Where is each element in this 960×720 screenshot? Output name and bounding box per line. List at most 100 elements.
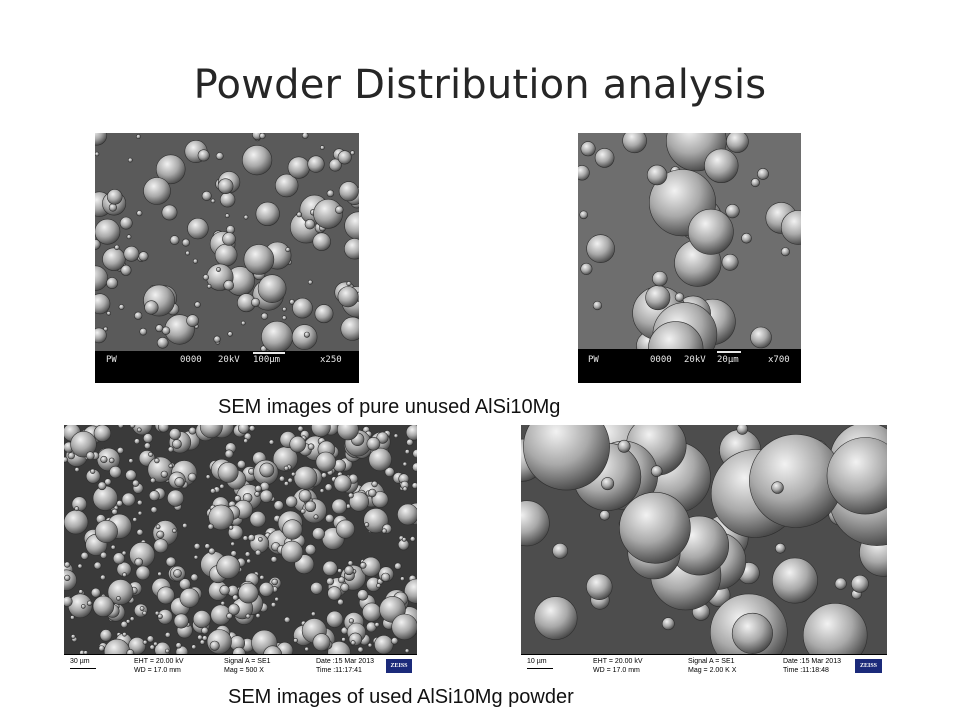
powder-particle (287, 156, 310, 179)
powder-particle (310, 611, 316, 617)
powder-particle (181, 238, 190, 247)
sem-mag-label: x700 (768, 355, 790, 365)
powder-particle (750, 326, 772, 349)
powder-particle (346, 281, 352, 287)
powder-particle (592, 300, 602, 311)
powder-particle (268, 439, 275, 445)
powder-particle (227, 603, 240, 616)
powder-particle (217, 462, 239, 483)
powder-particle (187, 472, 197, 482)
zeiss-logo: ZEISS (386, 659, 412, 673)
powder-particle (179, 587, 200, 608)
powder-particle (357, 646, 364, 653)
powder-particle (293, 465, 318, 490)
powder-particle (224, 449, 234, 459)
powder-particle (164, 631, 171, 638)
powder-particle (721, 253, 739, 271)
powder-particle (111, 508, 118, 516)
sem-mag-label: x250 (320, 355, 342, 365)
sem-pw-label: PW (106, 355, 117, 365)
powder-particle (136, 210, 143, 217)
powder-particle (402, 461, 408, 467)
powder-particle (219, 483, 225, 489)
powder-particle (645, 285, 671, 311)
powder-particle (205, 474, 211, 480)
powder-particle (175, 642, 182, 649)
powder-particle (139, 327, 148, 336)
powder-particle (138, 251, 149, 262)
powder-particle (242, 535, 249, 541)
powder-particle (347, 492, 354, 499)
powder-particle (374, 622, 380, 628)
powder-particle (139, 606, 145, 611)
powder-particle (169, 235, 180, 245)
powder-particle (110, 544, 116, 550)
powder-particle (337, 150, 352, 165)
powder-particle (199, 425, 223, 439)
powder-particle (381, 572, 391, 582)
powder-particle (304, 646, 309, 652)
powder-particle (368, 488, 377, 498)
powder-particle (578, 165, 590, 181)
powder-particle (348, 618, 355, 624)
powder-particle (144, 300, 159, 315)
powder-particle (238, 582, 259, 604)
powder-particle (376, 583, 381, 589)
powder-particle (368, 447, 392, 472)
powder-particle (106, 277, 118, 289)
powder-particle (750, 178, 760, 188)
powder-particle (174, 477, 185, 488)
powder-particle (155, 154, 186, 185)
powder-particle (580, 262, 593, 275)
powder-particle (134, 311, 143, 320)
powder-particle (363, 507, 389, 534)
powder-particle (202, 635, 208, 641)
powder-particle (80, 551, 89, 560)
powder-particle (153, 641, 158, 647)
powder-particle (128, 458, 134, 464)
powder-particle (304, 218, 316, 230)
powder-particle (331, 498, 348, 515)
powder-particle (725, 203, 740, 219)
powder-particle (324, 483, 333, 492)
powder-particle (241, 320, 246, 326)
powder-particle (326, 189, 335, 198)
powder-particle (74, 467, 80, 473)
powder-particle (226, 612, 233, 620)
powder-particle (71, 496, 88, 512)
powder-particle (320, 472, 327, 479)
powder-particle (225, 213, 230, 218)
powder-particle (246, 558, 252, 564)
powder-particle (523, 425, 610, 491)
powder-particle (774, 543, 786, 554)
powder-particle (298, 489, 312, 503)
powder-particle (149, 644, 155, 650)
powder-particle (134, 438, 141, 445)
powder-particle (204, 543, 211, 550)
sem-scale-label: 30 µm (70, 658, 90, 665)
powder-particle (619, 492, 691, 564)
powder-particle (238, 425, 250, 434)
powder-particle (100, 455, 108, 464)
powder-particle (376, 431, 389, 444)
powder-particle (400, 576, 405, 581)
powder-particle (108, 203, 117, 212)
sem-code-label: 0000 (180, 355, 202, 365)
powder-particle (674, 292, 685, 302)
powder-particle (279, 475, 286, 482)
powder-particle (311, 425, 331, 438)
powder-particle (194, 301, 201, 308)
powder-particle (121, 492, 136, 507)
powder-particle (834, 577, 847, 590)
sem-wd-label: WD = 17.0 mm (593, 667, 640, 674)
powder-particle (64, 596, 73, 607)
powder-particle (136, 134, 141, 139)
powder-particle (208, 547, 216, 555)
powder-particle (312, 527, 325, 541)
sem-image-unused-x250: PW 0000 20kV 100µm x250 (95, 133, 359, 383)
scale-bar (717, 351, 741, 353)
powder-particle (126, 234, 132, 240)
powder-particle (285, 495, 298, 508)
powder-particle (116, 596, 121, 601)
powder-particle (210, 198, 216, 204)
